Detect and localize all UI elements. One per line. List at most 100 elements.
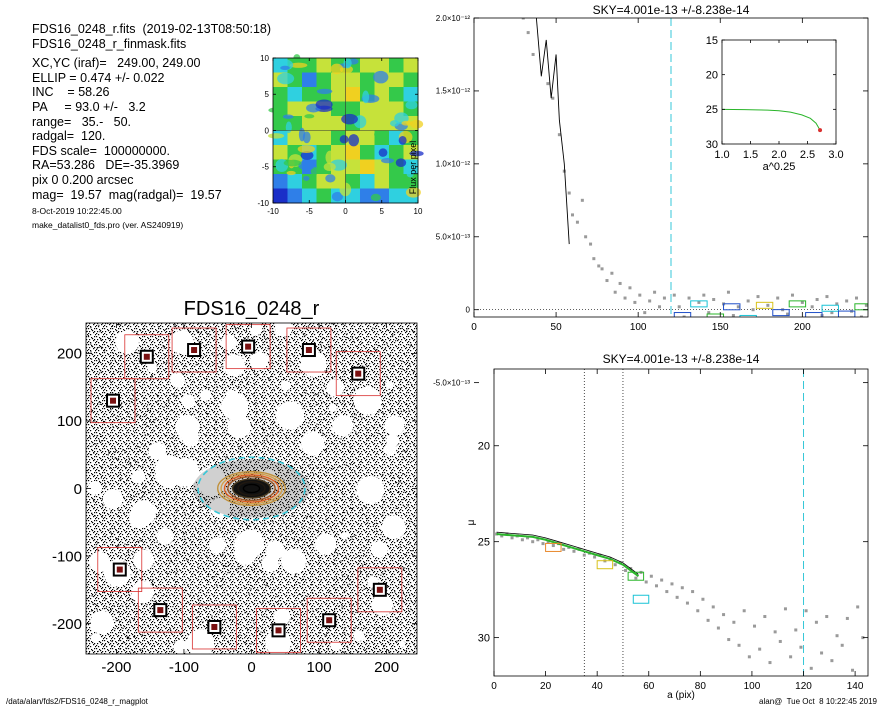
noise-speck — [309, 503, 311, 505]
noise-speck — [261, 559, 263, 561]
mu-point — [809, 666, 813, 670]
noise-speck — [262, 341, 264, 344]
noise-speck — [350, 507, 352, 510]
noise-speck — [331, 442, 333, 445]
noise-speck — [306, 595, 308, 597]
noise-speck — [174, 324, 176, 326]
noise-speck — [294, 573, 296, 575]
inset-y-tick-label: 20 — [706, 70, 718, 82]
noise-speck — [96, 605, 99, 607]
noise-speck — [208, 387, 210, 389]
noise-speck — [253, 564, 256, 566]
noise-speck — [293, 606, 295, 608]
noise-speck — [345, 578, 348, 580]
noise-speck — [149, 420, 151, 422]
noise-speck — [116, 588, 118, 590]
noise-speck — [363, 550, 365, 552]
noise-speck — [305, 392, 307, 394]
heatmap-cell — [273, 188, 288, 204]
noise-speck — [293, 619, 295, 621]
noise-speck — [344, 372, 346, 374]
mask-hole — [102, 488, 123, 510]
noise-speck — [250, 643, 252, 645]
noise-speck — [154, 419, 156, 421]
noise-speck — [400, 583, 402, 586]
noise-speck — [113, 527, 116, 529]
noise-speck — [109, 337, 111, 340]
noise-speck — [344, 627, 346, 629]
noise-speck — [93, 498, 95, 501]
noise-speck — [188, 579, 191, 581]
heatmap-blob — [325, 150, 335, 165]
noise-speck — [137, 451, 140, 453]
noise-speck — [337, 534, 339, 536]
noise-speck — [163, 406, 165, 408]
noise-speck — [244, 637, 246, 639]
noise-speck — [114, 447, 116, 449]
noise-speck — [354, 627, 356, 629]
noise-speck — [154, 593, 156, 595]
sky-bin — [772, 309, 790, 317]
noise-speck — [198, 554, 200, 556]
noise-speck — [151, 479, 153, 481]
mask-hole — [328, 403, 337, 413]
inset-y-tick-label: 25 — [706, 104, 718, 116]
noise-speck — [337, 579, 339, 581]
noise-speck — [341, 605, 343, 607]
noise-speck — [124, 450, 126, 452]
noise-speck — [277, 601, 279, 603]
noise-speck — [298, 622, 300, 624]
noise-speck — [215, 420, 217, 422]
noise-speck — [324, 471, 327, 473]
noise-speck — [304, 389, 306, 391]
noise-speck — [91, 345, 93, 347]
noise-speck — [227, 640, 229, 642]
sky-point — [776, 296, 780, 300]
noise-speck — [202, 356, 205, 358]
noise-speck — [172, 524, 174, 526]
noise-speck — [120, 355, 122, 357]
noise-speck — [411, 550, 413, 552]
noise-speck — [400, 565, 402, 567]
star-mask-box — [256, 607, 301, 653]
heatmap-blob — [286, 170, 296, 176]
inset-curve — [721, 108, 821, 131]
heatmap-cell — [287, 174, 303, 189]
noise-speck — [126, 544, 128, 546]
mask-file-line: FDS16_0248_r_finmask.fits — [32, 36, 187, 51]
noise-speck — [308, 527, 310, 529]
noise-speck — [166, 361, 168, 363]
sky-bin — [805, 312, 823, 317]
noise-speck — [289, 454, 291, 456]
noise-speck — [326, 485, 328, 487]
noise-speck — [301, 488, 303, 490]
noise-speck — [326, 393, 328, 395]
noise-speck — [313, 392, 315, 394]
noise-speck — [302, 500, 304, 502]
noise-speck — [163, 357, 165, 359]
noise-speck — [175, 572, 177, 574]
noise-speck — [330, 527, 332, 529]
mu-point — [763, 615, 767, 619]
noise-speck — [407, 505, 409, 507]
noise-speck — [256, 419, 259, 421]
noise-speck — [200, 468, 202, 470]
mu-point — [531, 540, 535, 544]
noise-speck — [270, 520, 272, 522]
noise-speck — [391, 512, 393, 514]
noise-speck — [402, 459, 404, 461]
noise-speck — [98, 462, 100, 464]
noise-speck — [124, 324, 126, 326]
noise-speck — [101, 466, 103, 468]
noise-speck — [357, 337, 359, 339]
noise-speck — [331, 468, 333, 470]
heatmap-cell — [302, 58, 317, 73]
inset-x-tick-label: 1.5 — [743, 149, 758, 161]
noise-speck — [302, 578, 305, 580]
noise-speck — [409, 543, 411, 545]
noise-speck — [356, 425, 358, 427]
noise-speck — [389, 639, 391, 641]
noise-speck — [91, 410, 93, 412]
mu-point — [742, 609, 746, 613]
noise-speck — [135, 352, 137, 354]
